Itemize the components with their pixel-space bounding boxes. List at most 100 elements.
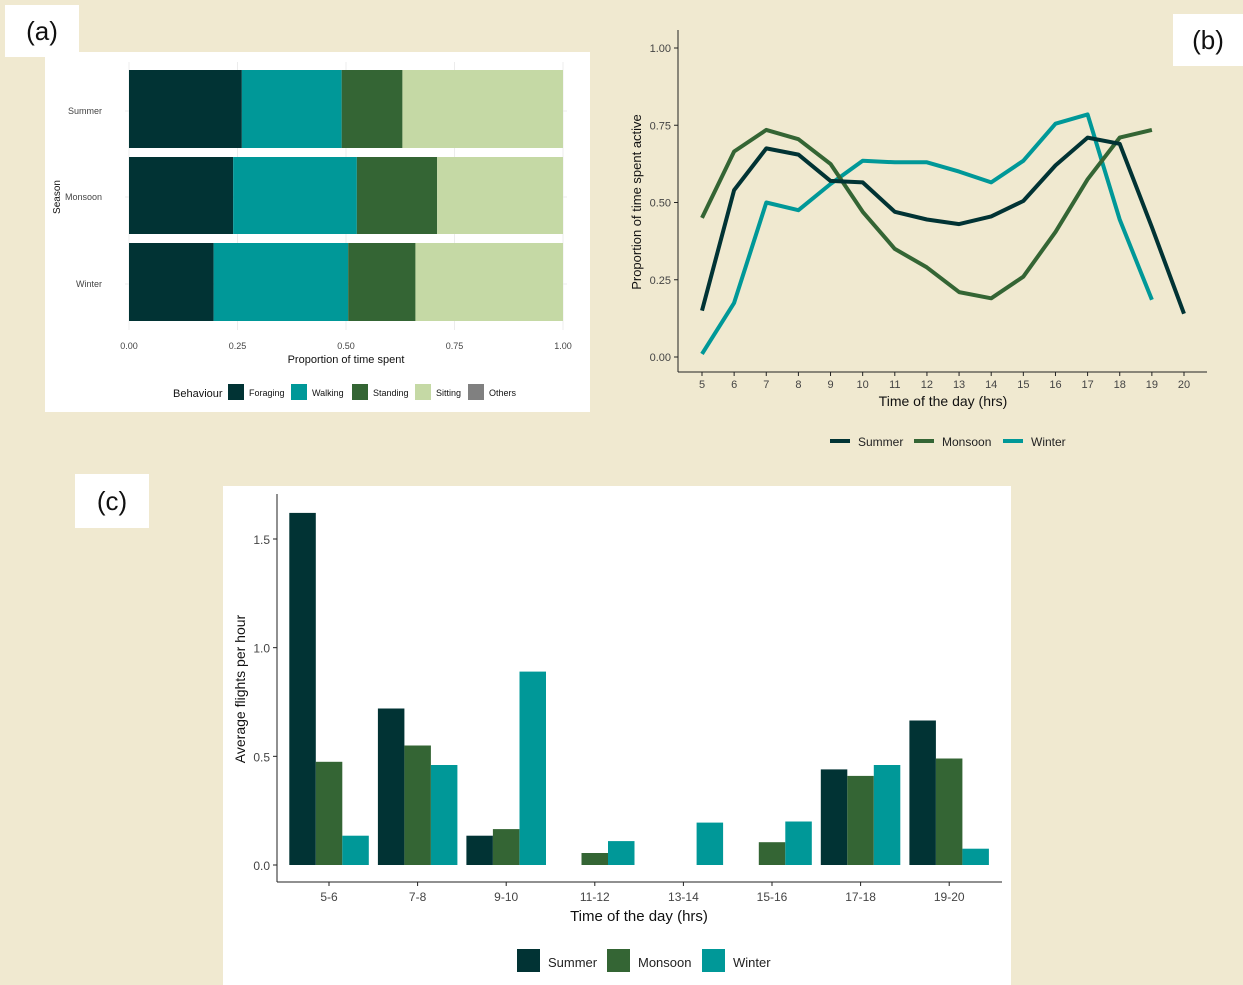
bar-a-summer-sitting	[402, 70, 563, 148]
tick-label-b-x: 8	[795, 379, 801, 391]
bar-a-monsoon-standing	[356, 157, 438, 234]
bar-c-15-16-monsoon	[758, 842, 786, 865]
tick-label-b-x: 11	[889, 379, 900, 391]
legend-label-a-others: Others	[489, 388, 517, 398]
tick-label-a-x: 0.50	[337, 341, 355, 351]
tick-label-a-y: Summer	[68, 106, 102, 116]
tick-label-b-x: 5	[699, 379, 705, 391]
bar-a-summer-standing	[341, 70, 403, 148]
legend-label-b-summer: Summer	[858, 435, 903, 449]
bar-c-11-12-winter	[608, 841, 635, 865]
legend-swatch-a-others	[468, 384, 484, 400]
bar-a-winter-walking	[213, 243, 349, 321]
tick-label-c-y: 1.0	[253, 642, 270, 656]
tick-label-c-x: 11-12	[580, 890, 610, 904]
legend-swatch-c-monsoon	[607, 949, 630, 972]
tick-label-c-y: 0.0	[253, 859, 270, 873]
bar-c-9-10-summer	[466, 835, 493, 865]
panel-label-a: (a)	[5, 5, 79, 57]
legend-swatch-c-summer	[517, 949, 540, 972]
bar-a-monsoon-walking	[233, 157, 357, 234]
tick-label-c-x: 13-14	[668, 890, 699, 904]
bar-c-19-20-winter	[962, 848, 989, 865]
tick-label-b-x: 19	[1146, 379, 1158, 391]
tick-label-b-x: 13	[953, 379, 965, 391]
bar-c-17-18-summer	[820, 769, 848, 865]
line-b-winter	[700, 112, 1154, 355]
tick-label-a-y: Winter	[76, 279, 102, 289]
bar-c-13-14-winter	[696, 822, 724, 865]
bar-a-monsoon-foraging	[129, 157, 234, 234]
tick-label-b-x: 15	[1017, 379, 1029, 391]
tick-label-b-x: 7	[763, 379, 769, 391]
tick-label-b-x: 16	[1049, 379, 1061, 391]
bar-c-17-18-monsoon	[847, 775, 874, 865]
legend-swatch-c-winter	[702, 949, 725, 972]
tick-label-b-x: 14	[985, 379, 997, 391]
tick-label-a-x: 1.00	[554, 341, 572, 351]
tick-label-c-x: 15-16	[757, 890, 788, 904]
line-b-monsoon	[700, 127, 1153, 301]
legend-label-a-walking: Walking	[312, 388, 344, 398]
tick-label-b-x: 10	[857, 379, 869, 391]
bar-c-19-20-summer	[909, 720, 936, 865]
bar-c-7-8-monsoon	[404, 745, 431, 865]
legend-swatch-a-foraging	[228, 384, 244, 400]
legend-swatch-a-walking	[291, 384, 307, 400]
legend-title-a: Behaviour	[173, 388, 223, 400]
bar-c-15-16-winter	[785, 821, 812, 865]
axis-label-b-x: Time of the day (hrs)	[879, 393, 1008, 409]
legend-label-c-monsoon: Monsoon	[638, 955, 691, 970]
tick-label-b-x: 18	[1114, 379, 1126, 391]
tick-label-c-x: 5-6	[320, 890, 338, 904]
tick-label-c-x: 17-18	[845, 890, 876, 904]
tick-label-b-x: 6	[731, 379, 737, 391]
axis-label-c-x: Time of the day (hrs)	[570, 908, 708, 925]
bar-c-17-18-winter	[873, 765, 901, 865]
bar-c-5-6-winter	[342, 835, 369, 865]
tick-label-a-x: 0.00	[120, 341, 138, 351]
tick-label-b-x: 9	[827, 379, 833, 391]
tick-label-b-y: 1.00	[650, 43, 671, 55]
bar-c-9-10-winter	[519, 671, 546, 865]
legend-label-b-monsoon: Monsoon	[942, 435, 991, 449]
bar-c-9-10-monsoon	[492, 829, 520, 865]
panel-label-c: (c)	[75, 474, 149, 528]
panel-label-b: (b)	[1173, 14, 1243, 66]
bar-c-7-8-winter	[430, 765, 458, 865]
legend-label-a-sitting: Sitting	[436, 388, 461, 398]
panel-c-background	[223, 486, 1011, 985]
bar-c-5-6-monsoon	[315, 761, 343, 865]
legend-swatch-a-standing	[352, 384, 368, 400]
tick-label-a-x: 0.25	[229, 341, 247, 351]
bar-a-monsoon-sitting	[437, 157, 563, 234]
tick-label-b-y: 0.50	[650, 198, 671, 210]
tick-label-a-x: 0.75	[446, 341, 464, 351]
legend-label-c-summer: Summer	[548, 955, 598, 970]
bar-a-summer-foraging	[129, 70, 242, 148]
axis-label-c-y: Average flights per hour	[232, 614, 248, 763]
tick-label-b-y: 0.00	[650, 352, 671, 364]
bar-a-winter-foraging	[129, 243, 214, 321]
tick-label-a-y: Monsoon	[65, 192, 102, 202]
bar-a-winter-standing	[348, 243, 416, 321]
tick-label-c-y: 1.5	[253, 533, 270, 547]
tick-label-c-x: 19-20	[934, 890, 965, 904]
legend-label-c-winter: Winter	[733, 955, 771, 970]
bar-c-11-12-monsoon	[581, 853, 608, 865]
tick-label-b-x: 17	[1081, 379, 1093, 391]
bar-c-7-8-summer	[377, 708, 405, 865]
tick-label-b-x: 20	[1178, 379, 1190, 391]
legend-label-b-winter: Winter	[1031, 435, 1066, 449]
axis-label-b-y: Proportion of time spent active	[629, 114, 644, 290]
legend-label-a-foraging: Foraging	[249, 388, 285, 398]
bar-c-19-20-monsoon	[935, 758, 963, 865]
tick-label-b-y: 0.75	[650, 120, 671, 132]
axis-label-a-x: Proportion of time spent	[288, 354, 405, 366]
tick-label-b-x: 12	[921, 379, 933, 391]
axis-label-a-y: Season	[52, 180, 63, 214]
tick-label-c-x: 7-8	[409, 890, 427, 904]
line-b-summer	[700, 135, 1186, 315]
bar-a-summer-walking	[241, 70, 342, 148]
